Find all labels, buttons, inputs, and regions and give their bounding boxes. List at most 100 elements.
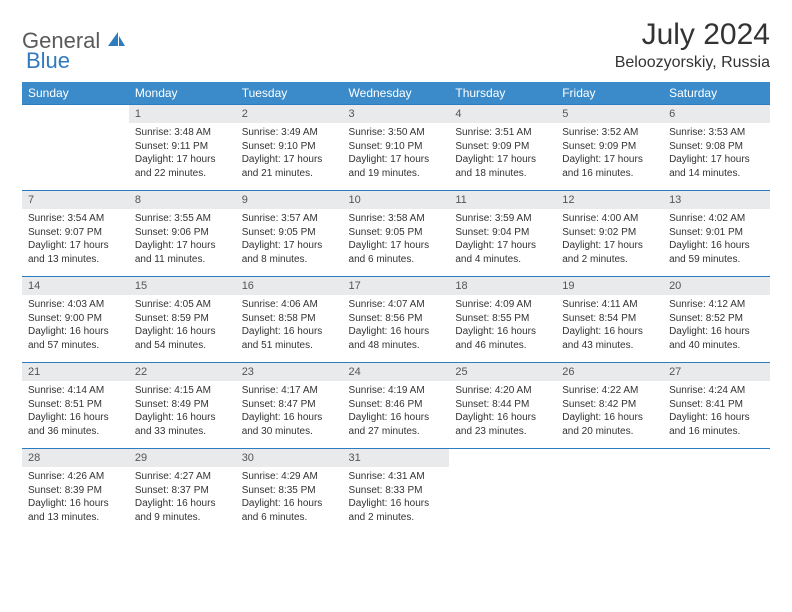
logo-text-blue: Blue xyxy=(26,48,70,73)
daylight-line: Daylight: 17 hours and 11 minutes. xyxy=(135,239,230,266)
sunset-line: Sunset: 9:07 PM xyxy=(28,226,123,240)
weekday-header: Thursday xyxy=(449,82,556,104)
daylight-line: Daylight: 16 hours and 6 minutes. xyxy=(242,497,337,524)
calendar-day-cell: 7Sunrise: 3:54 AMSunset: 9:07 PMDaylight… xyxy=(22,190,129,276)
day-number: 9 xyxy=(236,190,343,209)
sunset-line: Sunset: 8:55 PM xyxy=(455,312,550,326)
day-number-empty xyxy=(22,104,129,123)
day-details: Sunrise: 3:53 AMSunset: 9:08 PMDaylight:… xyxy=(663,123,770,184)
day-details: Sunrise: 3:50 AMSunset: 9:10 PMDaylight:… xyxy=(343,123,450,184)
day-details: Sunrise: 3:49 AMSunset: 9:10 PMDaylight:… xyxy=(236,123,343,184)
calendar-day-cell xyxy=(22,104,129,190)
sunset-line: Sunset: 9:08 PM xyxy=(669,140,764,154)
day-details: Sunrise: 4:14 AMSunset: 8:51 PMDaylight:… xyxy=(22,381,129,442)
day-details: Sunrise: 4:00 AMSunset: 9:02 PMDaylight:… xyxy=(556,209,663,270)
calendar-day-cell: 30Sunrise: 4:29 AMSunset: 8:35 PMDayligh… xyxy=(236,448,343,534)
day-number: 4 xyxy=(449,104,556,123)
calendar-day-cell: 11Sunrise: 3:59 AMSunset: 9:04 PMDayligh… xyxy=(449,190,556,276)
daylight-line: Daylight: 17 hours and 8 minutes. xyxy=(242,239,337,266)
day-details: Sunrise: 3:48 AMSunset: 9:11 PMDaylight:… xyxy=(129,123,236,184)
calendar-day-cell: 19Sunrise: 4:11 AMSunset: 8:54 PMDayligh… xyxy=(556,276,663,362)
calendar-day-cell: 16Sunrise: 4:06 AMSunset: 8:58 PMDayligh… xyxy=(236,276,343,362)
calendar-day-cell: 5Sunrise: 3:52 AMSunset: 9:09 PMDaylight… xyxy=(556,104,663,190)
daylight-line: Daylight: 17 hours and 4 minutes. xyxy=(455,239,550,266)
sunrise-line: Sunrise: 4:31 AM xyxy=(349,470,444,484)
calendar-day-cell: 17Sunrise: 4:07 AMSunset: 8:56 PMDayligh… xyxy=(343,276,450,362)
day-number: 19 xyxy=(556,276,663,295)
day-details: Sunrise: 4:27 AMSunset: 8:37 PMDaylight:… xyxy=(129,467,236,528)
calendar-day-cell: 13Sunrise: 4:02 AMSunset: 9:01 PMDayligh… xyxy=(663,190,770,276)
calendar-week-row: 14Sunrise: 4:03 AMSunset: 9:00 PMDayligh… xyxy=(22,276,770,362)
calendar-day-cell: 3Sunrise: 3:50 AMSunset: 9:10 PMDaylight… xyxy=(343,104,450,190)
calendar-day-cell: 10Sunrise: 3:58 AMSunset: 9:05 PMDayligh… xyxy=(343,190,450,276)
sunset-line: Sunset: 8:58 PM xyxy=(242,312,337,326)
sunset-line: Sunset: 9:01 PM xyxy=(669,226,764,240)
daylight-line: Daylight: 16 hours and 57 minutes. xyxy=(28,325,123,352)
day-details: Sunrise: 4:12 AMSunset: 8:52 PMDaylight:… xyxy=(663,295,770,356)
calendar-week-row: 28Sunrise: 4:26 AMSunset: 8:39 PMDayligh… xyxy=(22,448,770,534)
day-details: Sunrise: 4:07 AMSunset: 8:56 PMDaylight:… xyxy=(343,295,450,356)
day-details: Sunrise: 3:59 AMSunset: 9:04 PMDaylight:… xyxy=(449,209,556,270)
calendar-day-cell: 12Sunrise: 4:00 AMSunset: 9:02 PMDayligh… xyxy=(556,190,663,276)
weekday-header: Friday xyxy=(556,82,663,104)
daylight-line: Daylight: 16 hours and 33 minutes. xyxy=(135,411,230,438)
sunrise-line: Sunrise: 4:14 AM xyxy=(28,384,123,398)
day-details: Sunrise: 3:52 AMSunset: 9:09 PMDaylight:… xyxy=(556,123,663,184)
calendar-week-row: 7Sunrise: 3:54 AMSunset: 9:07 PMDaylight… xyxy=(22,190,770,276)
page-header: General July 2024 Beloozyorskiy, Russia xyxy=(22,18,770,72)
sunset-line: Sunset: 9:05 PM xyxy=(242,226,337,240)
sunrise-line: Sunrise: 4:12 AM xyxy=(669,298,764,312)
calendar-day-cell: 1Sunrise: 3:48 AMSunset: 9:11 PMDaylight… xyxy=(129,104,236,190)
sunrise-line: Sunrise: 4:11 AM xyxy=(562,298,657,312)
day-number: 31 xyxy=(343,448,450,467)
sunset-line: Sunset: 8:39 PM xyxy=(28,484,123,498)
sunset-line: Sunset: 8:56 PM xyxy=(349,312,444,326)
daylight-line: Daylight: 17 hours and 6 minutes. xyxy=(349,239,444,266)
sunrise-line: Sunrise: 4:03 AM xyxy=(28,298,123,312)
daylight-line: Daylight: 17 hours and 21 minutes. xyxy=(242,153,337,180)
calendar-body: 1Sunrise: 3:48 AMSunset: 9:11 PMDaylight… xyxy=(22,104,770,534)
day-number: 20 xyxy=(663,276,770,295)
day-details: Sunrise: 4:03 AMSunset: 9:00 PMDaylight:… xyxy=(22,295,129,356)
sunset-line: Sunset: 9:02 PM xyxy=(562,226,657,240)
day-details: Sunrise: 4:11 AMSunset: 8:54 PMDaylight:… xyxy=(556,295,663,356)
daylight-line: Daylight: 17 hours and 18 minutes. xyxy=(455,153,550,180)
sunset-line: Sunset: 9:11 PM xyxy=(135,140,230,154)
day-number: 22 xyxy=(129,362,236,381)
day-number: 2 xyxy=(236,104,343,123)
day-number: 1 xyxy=(129,104,236,123)
day-number: 8 xyxy=(129,190,236,209)
sunset-line: Sunset: 9:04 PM xyxy=(455,226,550,240)
day-details: Sunrise: 4:15 AMSunset: 8:49 PMDaylight:… xyxy=(129,381,236,442)
sunset-line: Sunset: 8:46 PM xyxy=(349,398,444,412)
daylight-line: Daylight: 16 hours and 13 minutes. xyxy=(28,497,123,524)
day-number: 13 xyxy=(663,190,770,209)
day-details: Sunrise: 3:54 AMSunset: 9:07 PMDaylight:… xyxy=(22,209,129,270)
daylight-line: Daylight: 16 hours and 46 minutes. xyxy=(455,325,550,352)
calendar-header-row: SundayMondayTuesdayWednesdayThursdayFrid… xyxy=(22,82,770,104)
calendar-day-cell: 2Sunrise: 3:49 AMSunset: 9:10 PMDaylight… xyxy=(236,104,343,190)
calendar-day-cell: 20Sunrise: 4:12 AMSunset: 8:52 PMDayligh… xyxy=(663,276,770,362)
sunrise-line: Sunrise: 4:06 AM xyxy=(242,298,337,312)
day-details: Sunrise: 4:20 AMSunset: 8:44 PMDaylight:… xyxy=(449,381,556,442)
day-number: 18 xyxy=(449,276,556,295)
day-number: 23 xyxy=(236,362,343,381)
sunrise-line: Sunrise: 3:51 AM xyxy=(455,126,550,140)
sunrise-line: Sunrise: 4:27 AM xyxy=(135,470,230,484)
sunset-line: Sunset: 9:05 PM xyxy=(349,226,444,240)
calendar-week-row: 1Sunrise: 3:48 AMSunset: 9:11 PMDaylight… xyxy=(22,104,770,190)
day-number: 7 xyxy=(22,190,129,209)
daylight-line: Daylight: 16 hours and 40 minutes. xyxy=(669,325,764,352)
calendar-day-cell: 25Sunrise: 4:20 AMSunset: 8:44 PMDayligh… xyxy=(449,362,556,448)
daylight-line: Daylight: 16 hours and 30 minutes. xyxy=(242,411,337,438)
day-details: Sunrise: 4:24 AMSunset: 8:41 PMDaylight:… xyxy=(663,381,770,442)
calendar-day-cell: 9Sunrise: 3:57 AMSunset: 9:05 PMDaylight… xyxy=(236,190,343,276)
sunrise-line: Sunrise: 3:59 AM xyxy=(455,212,550,226)
sunrise-line: Sunrise: 4:22 AM xyxy=(562,384,657,398)
sunrise-line: Sunrise: 3:54 AM xyxy=(28,212,123,226)
sunset-line: Sunset: 8:59 PM xyxy=(135,312,230,326)
sunset-line: Sunset: 8:49 PM xyxy=(135,398,230,412)
weekday-header: Sunday xyxy=(22,82,129,104)
day-number: 24 xyxy=(343,362,450,381)
sunrise-line: Sunrise: 4:07 AM xyxy=(349,298,444,312)
